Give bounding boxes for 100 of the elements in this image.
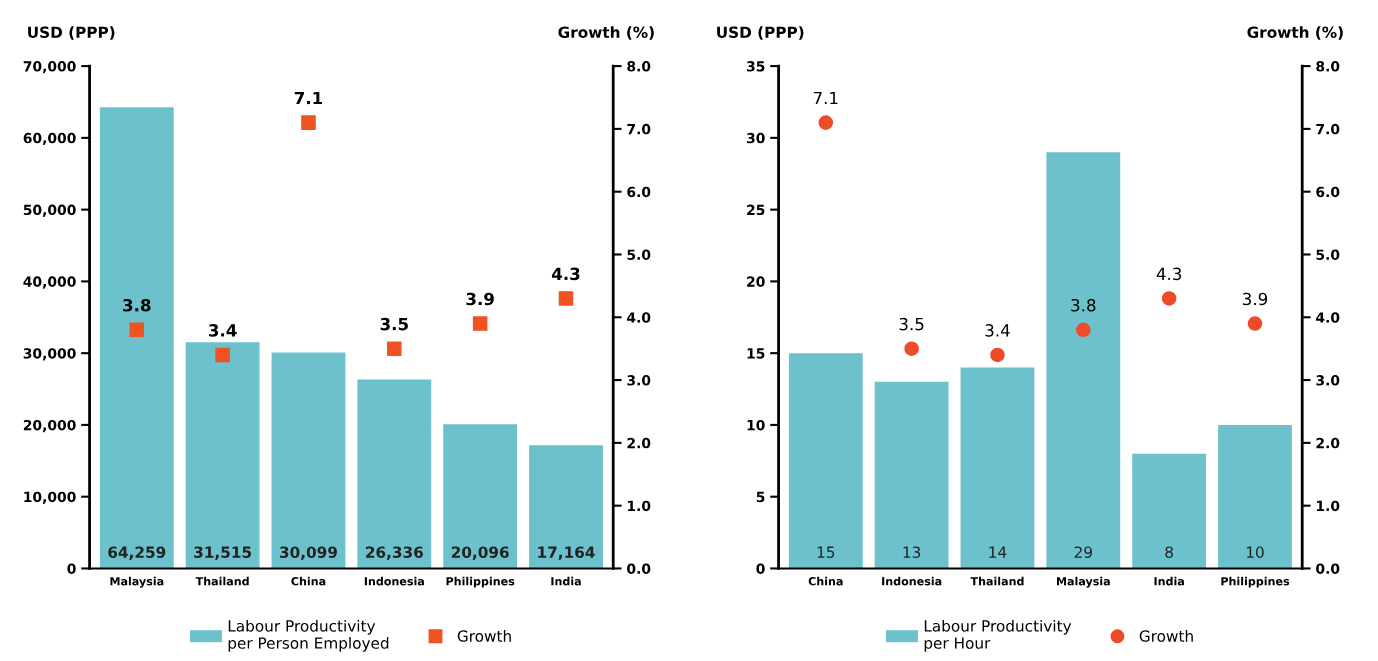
point <box>1247 316 1263 331</box>
data-label: 3.9 <box>466 292 494 306</box>
x-tick-label: Indonesia <box>882 576 942 586</box>
legend-label: Labour Productivity per Hour <box>924 619 1072 652</box>
bar <box>1046 152 1121 569</box>
y2-tick-label: 1.0 <box>627 500 651 512</box>
x-tick-label: China <box>291 576 326 586</box>
data-label: 3.4 <box>985 324 1010 337</box>
data-label: 3.9 <box>1243 292 1268 306</box>
point <box>904 341 919 356</box>
point <box>1076 322 1091 338</box>
x-tick-label: Thailand <box>970 576 1024 586</box>
data-label: 29 <box>1074 546 1092 558</box>
y2-tick-label: 4.0 <box>1316 312 1340 323</box>
bar <box>185 342 260 569</box>
y2-tick-label: 2.0 <box>627 437 651 449</box>
point <box>558 291 574 306</box>
data-label: 30,099 <box>280 546 337 560</box>
legend-label: Growth <box>1139 630 1193 642</box>
y-tick-label: 0 <box>67 563 76 574</box>
point <box>1161 291 1177 306</box>
data-label: 3.8 <box>123 298 151 312</box>
y2-tick-label: 4.0 <box>627 312 651 323</box>
y2-tick-label: 7.0 <box>627 123 651 135</box>
point <box>215 347 230 363</box>
x-tick-label: India <box>551 576 581 586</box>
bar <box>357 379 432 569</box>
data-label: 3.4 <box>208 324 237 337</box>
x-tick-label: China <box>808 576 843 586</box>
data-label: 3.5 <box>380 317 408 331</box>
y-tick-label: 70,000 <box>23 61 76 74</box>
data-label: 7.1 <box>813 91 838 105</box>
point <box>818 115 834 130</box>
data-label: 8 <box>1165 546 1173 558</box>
bar <box>1132 453 1207 569</box>
data-label: 3.5 <box>899 317 924 331</box>
y-tick-label: 40,000 <box>23 276 76 289</box>
y2-axis-title: Growth (%) <box>1247 26 1343 40</box>
y-axis-title: USD (PPP) <box>717 26 804 40</box>
y2-tick-label: 3.0 <box>627 375 651 386</box>
y-tick-label: 0 <box>756 563 765 574</box>
y2-tick-label: 0.0 <box>627 563 651 574</box>
y2-tick-label: 6.0 <box>627 186 651 198</box>
point <box>990 347 1005 363</box>
data-label: 26,336 <box>366 546 423 560</box>
legend-label: Labour Productivity per Person Employed <box>228 619 389 652</box>
y2-tick-label: 0.0 <box>1316 563 1340 574</box>
y-tick-label: 60,000 <box>23 132 76 146</box>
y2-tick-label: 7.0 <box>1316 123 1340 135</box>
x-tick-label: India <box>1154 576 1184 586</box>
bar <box>443 424 518 569</box>
x-tick-label: Malaysia <box>1056 576 1110 588</box>
data-label: 7.1 <box>294 91 323 105</box>
x-tick-label: Philippines <box>446 576 515 588</box>
x-tick-label: Philippines <box>1221 576 1290 588</box>
y2-tick-label: 8.0 <box>1316 61 1340 72</box>
y-tick-label: 50,000 <box>23 204 76 217</box>
data-label: 64,259 <box>108 546 166 560</box>
legend-label: Growth <box>457 630 511 642</box>
point <box>387 341 402 356</box>
bar <box>788 353 863 569</box>
y-tick-label: 35 <box>746 61 765 72</box>
bar <box>1218 424 1292 569</box>
data-label: 20,096 <box>451 546 509 560</box>
y-axis-title: USD (PPP) <box>28 26 115 40</box>
y2-tick-label: 8.0 <box>627 61 651 72</box>
bar <box>271 352 346 569</box>
x-tick-label: Indonesia <box>364 576 424 586</box>
bar <box>99 107 174 569</box>
bar <box>529 445 603 569</box>
data-label: 17,164 <box>538 546 595 560</box>
data-label: 4.3 <box>551 267 580 281</box>
y-tick-label: 15 <box>747 348 765 359</box>
data-label: 3.8 <box>1071 298 1096 312</box>
bar <box>874 381 949 569</box>
y-tick-label: 10,000 <box>24 491 76 504</box>
y2-tick-label: 5.0 <box>1316 249 1340 260</box>
point <box>129 322 145 338</box>
data-label: 13 <box>903 546 921 558</box>
y2-tick-label: 6.0 <box>1316 186 1340 198</box>
data-label: 4.3 <box>1156 267 1182 281</box>
y2-tick-label: 3.0 <box>1316 375 1340 386</box>
y-tick-label: 25 <box>747 204 765 216</box>
y2-tick-label: 2.0 <box>1316 437 1340 449</box>
y2-tick-label: 1.0 <box>1316 500 1340 512</box>
y-tick-label: 30 <box>746 132 765 144</box>
y-tick-label: 20,000 <box>23 419 76 433</box>
y-tick-label: 10 <box>747 419 765 431</box>
y2-tick-label: 5.0 <box>627 249 651 260</box>
data-label: 14 <box>989 546 1007 558</box>
y2-axis-title: Growth (%) <box>558 26 654 40</box>
x-tick-label: Thailand <box>195 576 249 586</box>
y-tick-label: 5 <box>756 491 765 503</box>
y-tick-label: 30,000 <box>23 348 76 361</box>
data-label: 15 <box>817 546 835 558</box>
point <box>301 115 316 130</box>
point <box>472 316 488 331</box>
y-tick-label: 20 <box>747 276 765 287</box>
x-tick-label: Malaysia <box>110 576 164 588</box>
data-label: 10 <box>1246 546 1264 558</box>
